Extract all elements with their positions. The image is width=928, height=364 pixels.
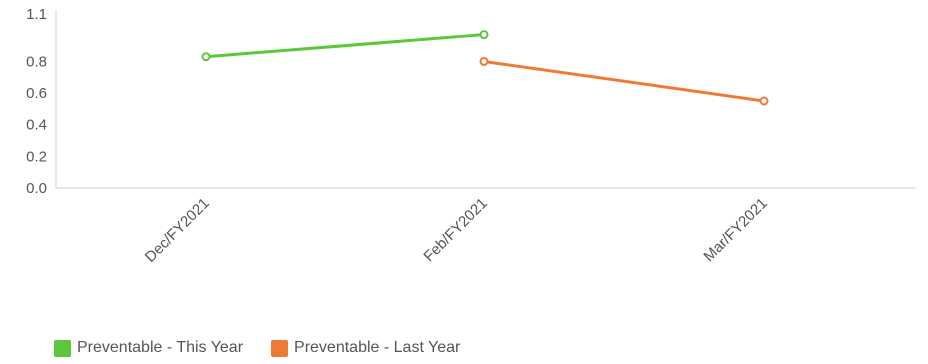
series-line-1 [483, 59, 765, 103]
legend-swatch-last-year [271, 339, 289, 357]
x-tick-label: Mar/FY2021 [700, 195, 770, 265]
legend: Preventable - This Year Preventable - La… [54, 339, 488, 357]
data-point[interactable] [759, 96, 769, 106]
y-tick-label: 0.0 [26, 180, 47, 197]
data-point[interactable] [201, 52, 211, 62]
legend-item-this-year[interactable]: Preventable - This Year [54, 339, 243, 357]
series-layer [201, 30, 769, 106]
y-tick-label: 0.6 [26, 85, 47, 102]
series-line-0 [205, 33, 485, 59]
legend-item-last-year[interactable]: Preventable - Last Year [271, 339, 460, 357]
x-axis-labels: Dec/FY2021 Feb/FY2021 Mar/FY2021 [142, 195, 771, 266]
data-point[interactable] [479, 56, 489, 66]
y-tick-label: 0.4 [26, 117, 47, 134]
y-axis-ticks: 0.0 0.2 0.4 0.6 0.8 1.1 [26, 6, 47, 197]
x-tick-label: Dec/FY2021 [142, 195, 213, 266]
line-chart: 0.0 0.2 0.4 0.6 0.8 1.1 Dec/FY2021 Feb/FY2021 M… [26, 6, 916, 266]
data-point[interactable] [479, 30, 489, 40]
legend-label-this-year: Preventable - This Year [77, 339, 244, 356]
legend-label-last-year: Preventable - Last Year [294, 339, 461, 356]
x-tick-label: Feb/FY2021 [420, 195, 490, 265]
y-tick-label: 0.8 [26, 53, 47, 70]
y-tick-label: 0.2 [26, 148, 47, 165]
legend-swatch-this-year [54, 339, 71, 357]
y-tick-label: 1.1 [26, 6, 47, 23]
